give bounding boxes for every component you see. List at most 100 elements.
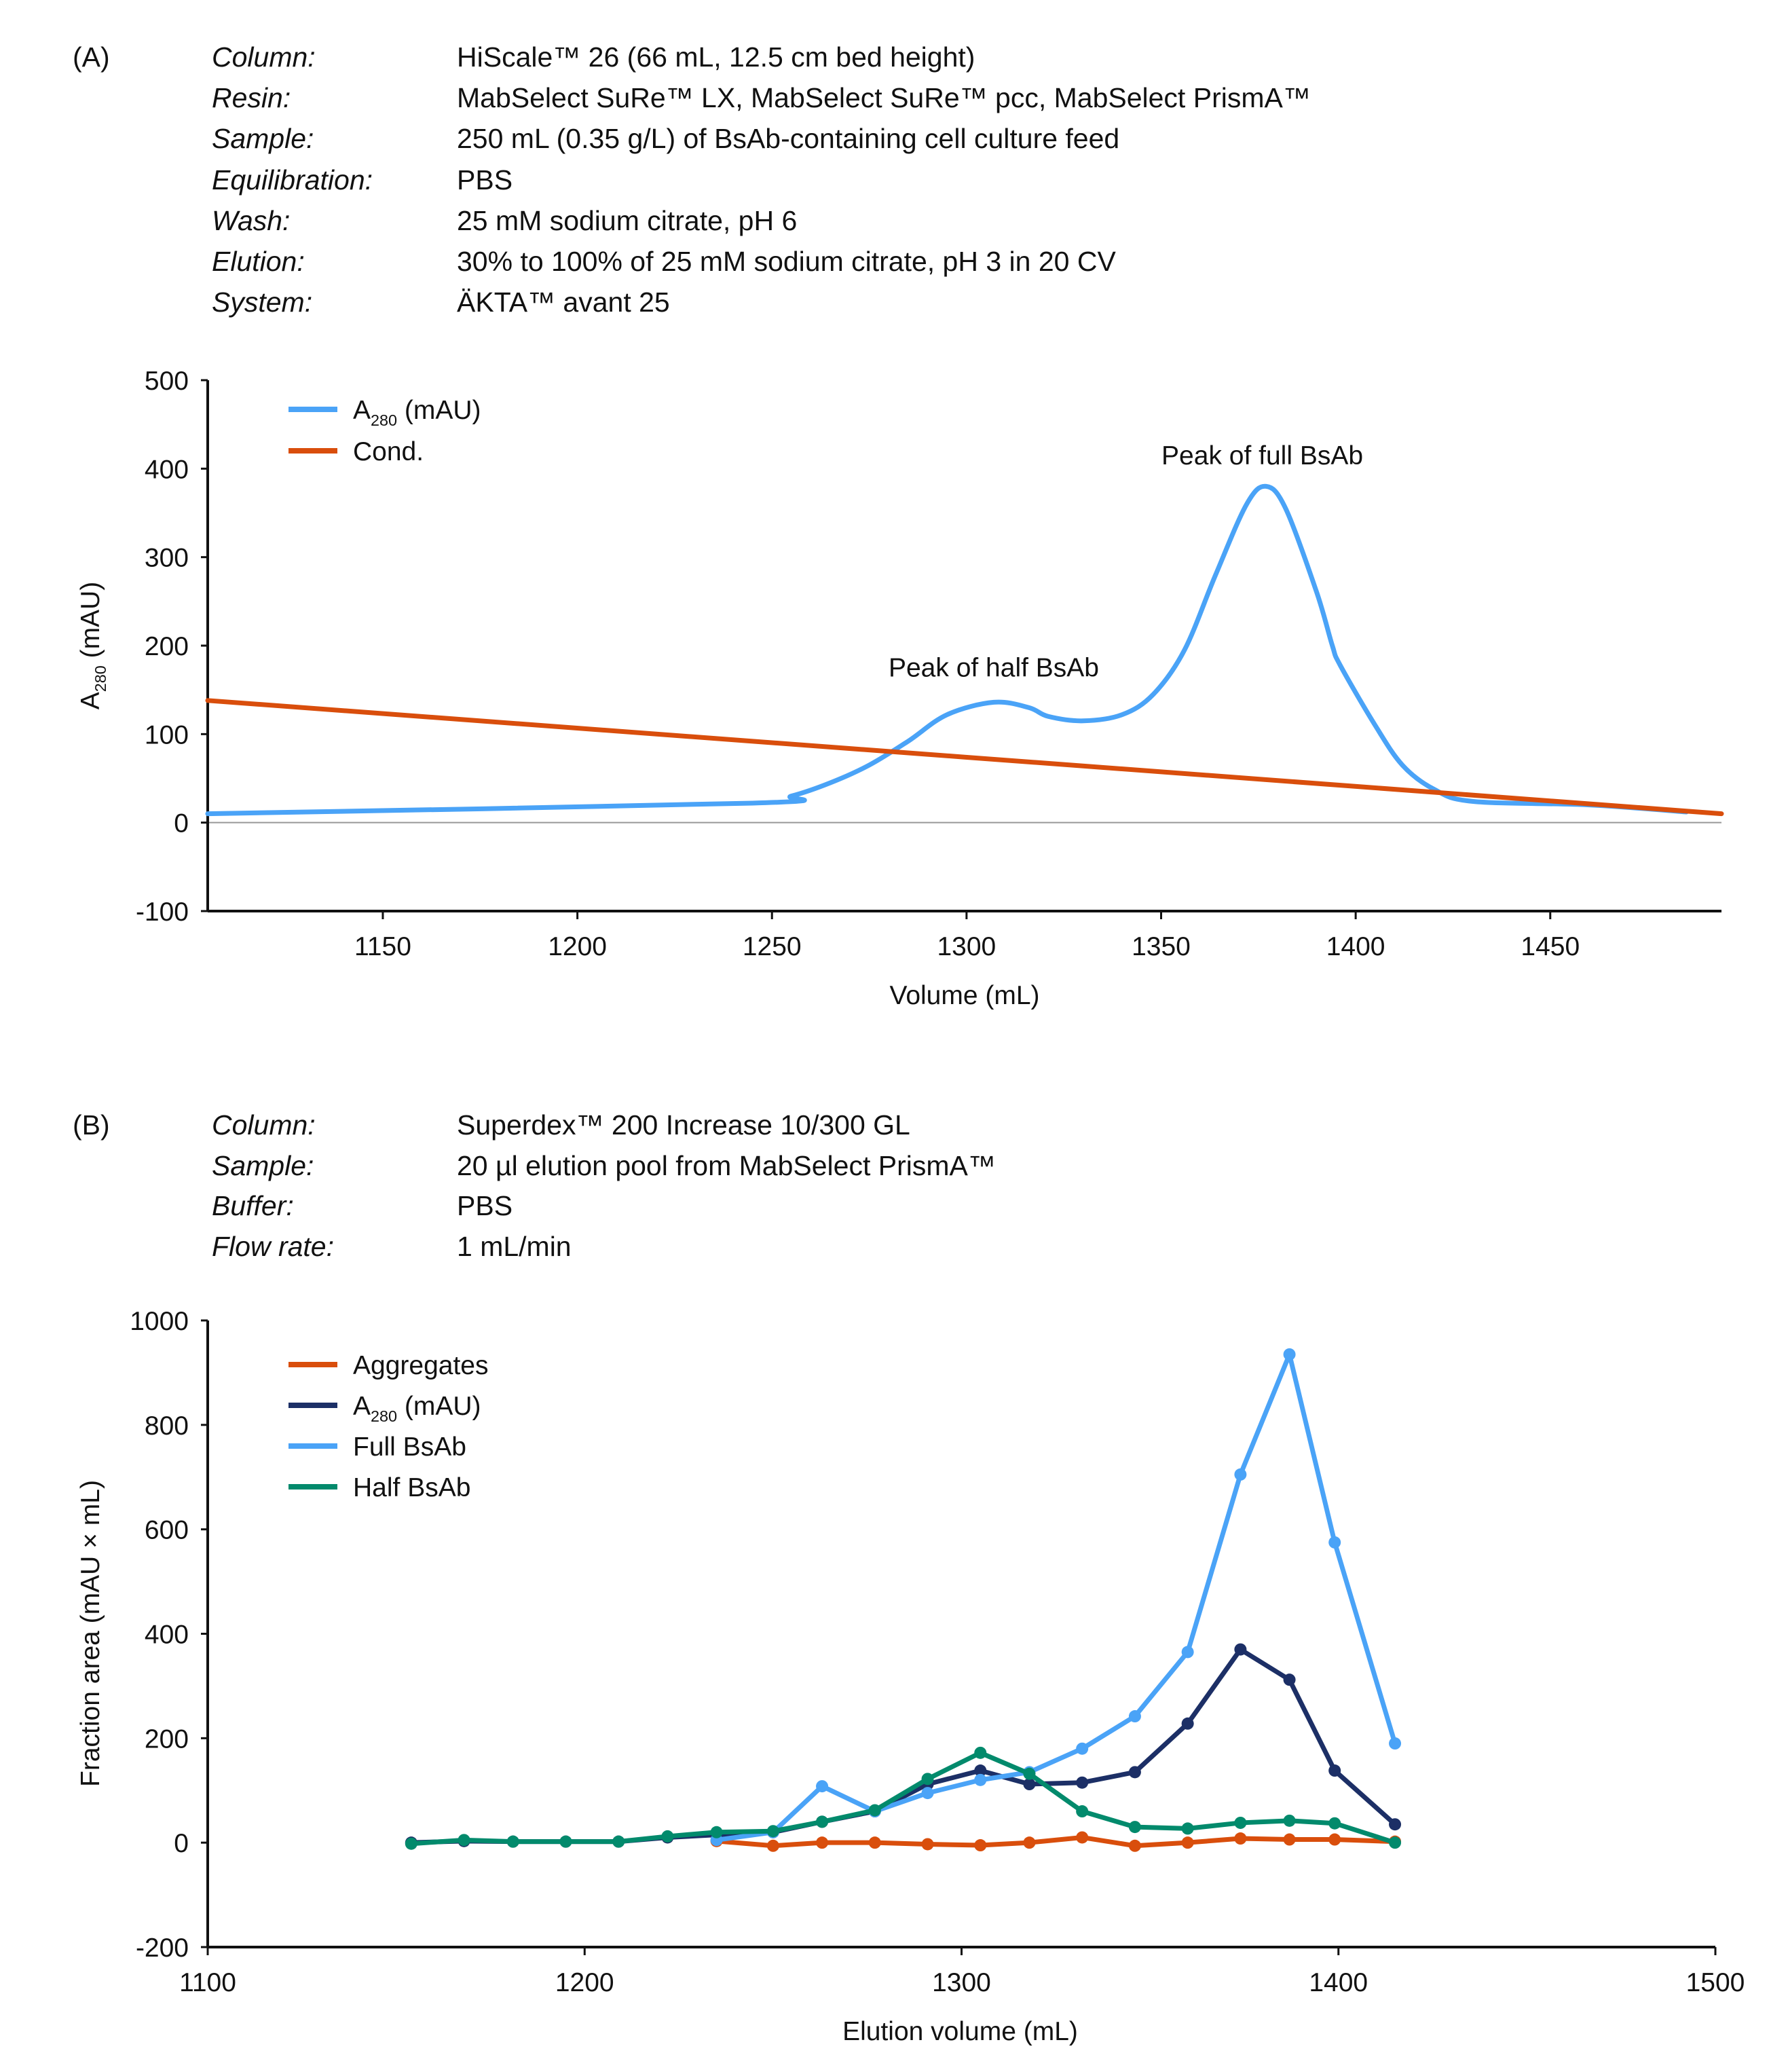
chart-b: -200 0 200 400 600 800 1000 1100 1200 1300 1400 150… [76,1307,1745,2046]
x-tick-label: 1200 [548,932,607,961]
legend-label: Half BsAb [353,1473,470,1502]
y-tick-label: 300 [145,544,189,573]
data-point [974,1773,987,1786]
data-point [921,1787,934,1800]
y-tick-label: 800 [145,1411,189,1441]
y-tick-label: 0 [174,1829,189,1858]
y-tick-label: 600 [145,1516,189,1545]
legend-label: Cond. [353,437,424,466]
data-point [1234,1468,1247,1481]
y-tick-label: 500 [145,367,189,396]
series-3 [405,1746,1402,1850]
info-label: Resin: [212,82,291,114]
info-value: 1 mL/min [457,1230,572,1262]
y-tick-label: 200 [145,1724,189,1754]
series-1 [205,698,1724,817]
legend-label: Aggregates [353,1351,488,1380]
info-value: 250 mL (0.35 g/L) of BsAb-containing cel… [457,123,1120,155]
data-point [1234,1816,1247,1829]
series-line [205,698,1724,817]
series-2 [710,1348,1402,1847]
legend-label: A280 (mAU) [353,396,481,429]
info-label: Elution: [212,246,305,277]
data-point [1389,1818,1402,1831]
y-tick-label: -200 [136,1934,189,1963]
data-point [921,1773,934,1786]
data-point [612,1835,625,1848]
y-tick-label: 100 [145,720,189,750]
x-axis-title: Elution volume (mL) [842,2017,1078,2046]
data-point [1328,1764,1341,1777]
data-point [710,1826,723,1838]
data-point [1181,1717,1194,1730]
data-point [1283,1833,1296,1846]
y-tick-label: 200 [145,632,189,661]
data-point [974,1839,987,1852]
chart-a: -100 0 100 200 300 400 500 1150 1200 1250 1300 1350… [76,367,1724,1010]
info-value: ÄKTA™ avant 25 [457,286,670,318]
info-value: Superdex™ 200 Increase 10/300 GL [457,1109,910,1141]
info-label: Buffer: [212,1190,294,1221]
panel-b-tag: (B) [73,1109,110,1141]
y-axis-title: Fraction area (mAU × mL) [76,1480,105,1787]
data-point [1128,1710,1141,1723]
info-label: Sample: [212,123,314,155]
data-point [1128,1766,1141,1779]
series-line [409,1750,1398,1847]
x-tick-label: 1100 [179,1968,236,1997]
info-value: 30% to 100% of 25 mM sodium citrate, pH … [457,246,1116,277]
info-value: 25 mM sodium citrate, pH 6 [457,204,798,236]
data-point [974,1746,987,1759]
y-axis-title: A280 (mAU) [76,582,109,710]
data-point [1076,1831,1089,1844]
info-value: PBS [457,1190,513,1221]
data-point [1234,1832,1247,1845]
series-0 [710,1831,1402,1852]
info-label: Wash: [212,204,291,236]
y-tick-label: 400 [145,455,189,484]
x-tick-label: 1500 [1686,1968,1745,1997]
info-label: Column: [212,1109,316,1141]
data-point [1023,1778,1036,1791]
info-value: MabSelect SuRe™ LX, MabSelect SuRe™ pcc,… [457,82,1311,114]
data-point [816,1815,829,1828]
data-point [1389,1737,1402,1750]
data-point [405,1837,417,1850]
x-tick-label: 1400 [1326,932,1385,961]
data-point [1283,1814,1296,1827]
data-point [1181,1822,1194,1835]
data-point [1023,1836,1036,1849]
data-point [1328,1817,1341,1830]
data-point [1181,1836,1194,1849]
data-point [1076,1805,1089,1818]
data-point [1128,1839,1141,1852]
data-point [1389,1836,1402,1849]
x-tick-label: 1450 [1521,932,1580,961]
x-tick-label: 1250 [743,932,802,961]
data-point [766,1825,779,1838]
data-point [1076,1742,1089,1755]
info-label: Column: [212,41,316,73]
x-tick-label: 1350 [1132,932,1191,961]
series-line [714,1834,1398,1849]
x-tick-label: 1400 [1309,1968,1368,1997]
x-tick-label: 1300 [932,1968,991,1997]
data-point [1283,1348,1296,1361]
data-point [1328,1536,1341,1549]
info-value: PBS [457,164,513,196]
legend-label: A280 (mAU) [353,1392,481,1425]
y-tick-label: 0 [174,809,189,838]
data-point [661,1830,674,1843]
data-point [868,1804,881,1817]
annotation: Peak of half BsAb [889,654,1099,683]
info-value: 20 µl elution pool from MabSelect PrismA… [457,1149,996,1181]
data-point [1283,1673,1296,1686]
y-tick-label: 400 [145,1621,189,1650]
y-tick-label: 1000 [130,1307,189,1336]
x-tick-label: 1150 [354,932,411,961]
panel-a-tag: (A) [73,41,110,73]
series-line [714,1352,1398,1843]
data-point [506,1835,519,1848]
data-point [816,1836,829,1849]
